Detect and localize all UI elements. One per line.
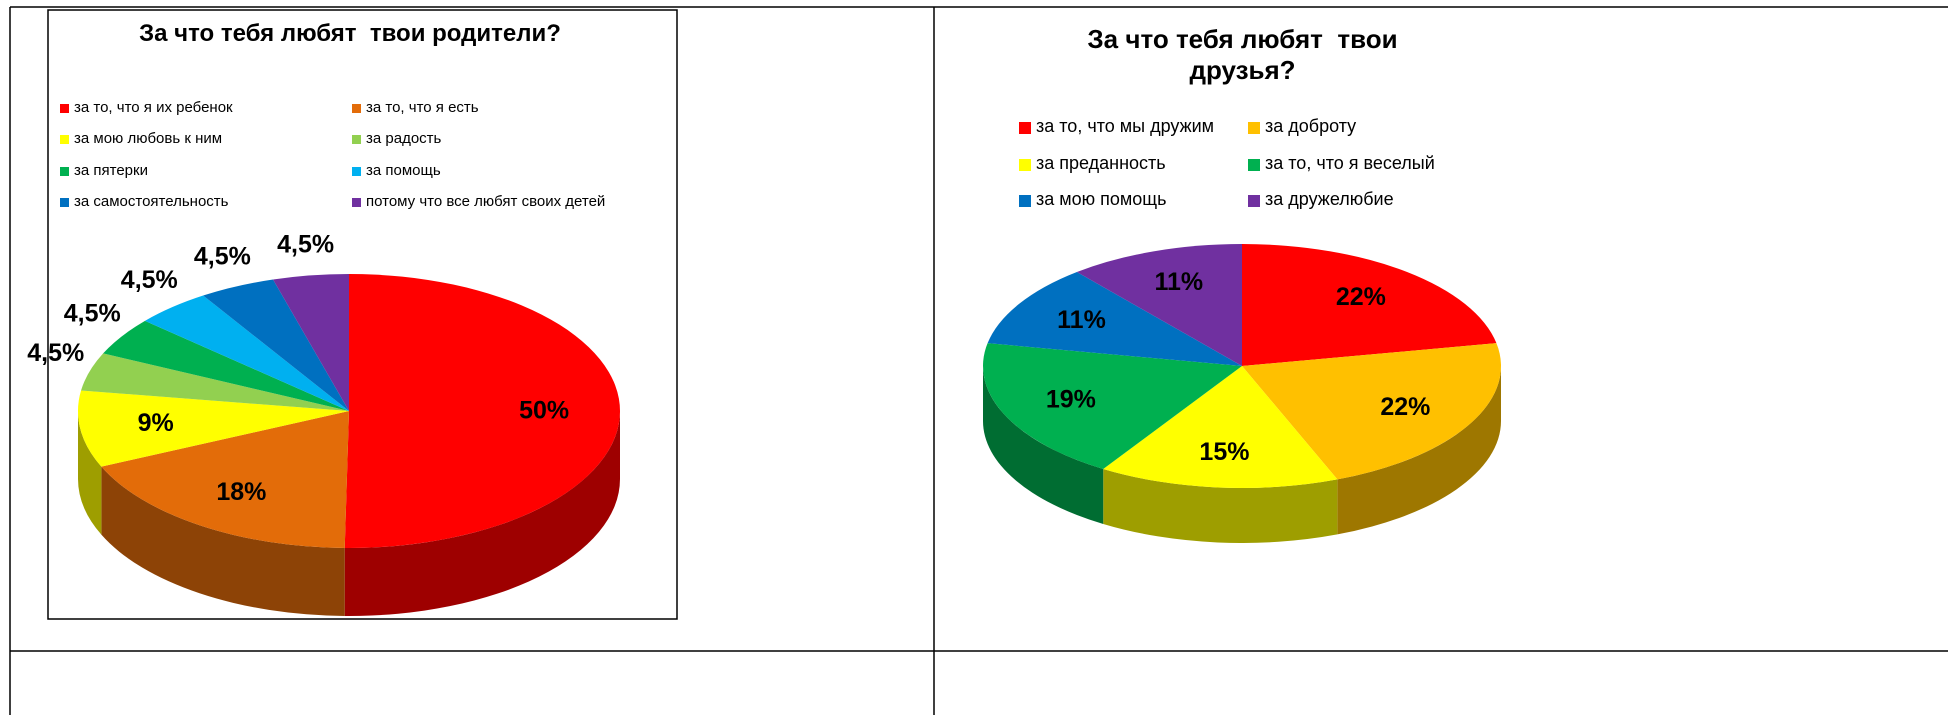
legend-swatch [1248,194,1260,207]
legend-swatch [60,134,69,144]
data-label: 22% [1336,283,1386,311]
slice [1103,366,1338,489]
legend-item: за дружелюбие [1248,189,1394,210]
slice [144,295,349,411]
legend-item: за мою помощь [1019,189,1166,210]
data-label: 19% [1046,385,1096,413]
legend-swatch [352,166,361,176]
legend-item: за то, что я их ребенок [60,99,233,116]
data-label: 4,5% [27,339,84,367]
legend-swatch [1019,194,1031,207]
slice-side [101,466,345,616]
legend-label: за то, что я веселый [1265,153,1435,174]
slice [103,320,349,411]
data-label: 22% [1380,393,1430,421]
legend-item: за доброту [1248,116,1356,137]
slice [273,274,349,411]
legend-label: за доброту [1265,116,1357,137]
legend-item: потому что все любят своих детей [352,193,605,210]
slice [81,353,349,411]
data-label: 4,5% [121,266,178,294]
legend-label: за радость [366,130,442,148]
legend-item: за то, что мы дружим [1019,116,1214,137]
data-label: 11% [1154,268,1203,296]
chart-frame [47,9,678,620]
legend-label: за пятерки [74,162,148,180]
legend-swatch [352,103,361,113]
legend-label: за мою любовь к ним [74,130,223,148]
legend-swatch [352,134,361,144]
data-label: 18% [216,478,266,506]
legend-label: за мою помощь [1036,189,1167,210]
slice [1242,244,1497,366]
legend-label: за помощь [366,162,441,180]
legend-swatch [60,166,69,176]
legend-swatch [1019,158,1031,171]
legend-swatch [352,197,361,207]
legend-item: за самостоятельность [60,193,228,210]
legend-item: за преданность [1019,153,1166,174]
data-label: 15% [1199,438,1249,466]
slice-side [1337,366,1501,535]
legend-item: за то, что я есть [352,99,479,116]
data-label: 50% [519,396,569,424]
slice [1242,343,1501,480]
legend-item: за пятерки [60,162,148,179]
slice-side [1103,469,1338,543]
legend-item: за радость [352,130,441,147]
slice [982,343,1242,470]
slice [101,411,349,548]
data-label: 4,5% [194,243,251,271]
slice-side [344,411,620,616]
legend-item: за то, что я веселый [1248,153,1435,174]
data-label: 4,5% [64,299,121,327]
legend-label: за самостоятельность [74,193,229,211]
chart-title: За что тебя любят твои родители? [139,20,561,47]
legend-swatch [60,103,69,113]
legend-label: за преданность [1036,153,1166,174]
slice [344,274,621,548]
legend-label: за то, что мы дружим [1036,116,1215,137]
slice [78,390,350,467]
slice [987,271,1242,366]
legend-label: за то, что я есть [366,99,479,117]
data-label: 9% [138,409,174,437]
legend-label: за дружелюбие [1265,189,1394,210]
legend-swatch [1019,121,1031,134]
slice [203,279,349,411]
legend-swatch [1248,158,1260,171]
legend-item: за мою любовь к ним [60,130,222,147]
legend-swatch [60,197,69,207]
chart-title: За что тебя любят твои друзья? [1087,24,1405,85]
legend-item: за помощь [352,162,441,179]
legend-label: потому что все любят своих детей [366,193,606,211]
data-label: 4,5% [277,230,334,258]
slice-side [78,411,102,535]
slice-side [983,366,1104,525]
data-label: 11% [1057,306,1106,334]
legend-swatch [1248,121,1260,134]
legend-label: за то, что я их ребенок [74,99,233,117]
slice [1076,244,1242,366]
